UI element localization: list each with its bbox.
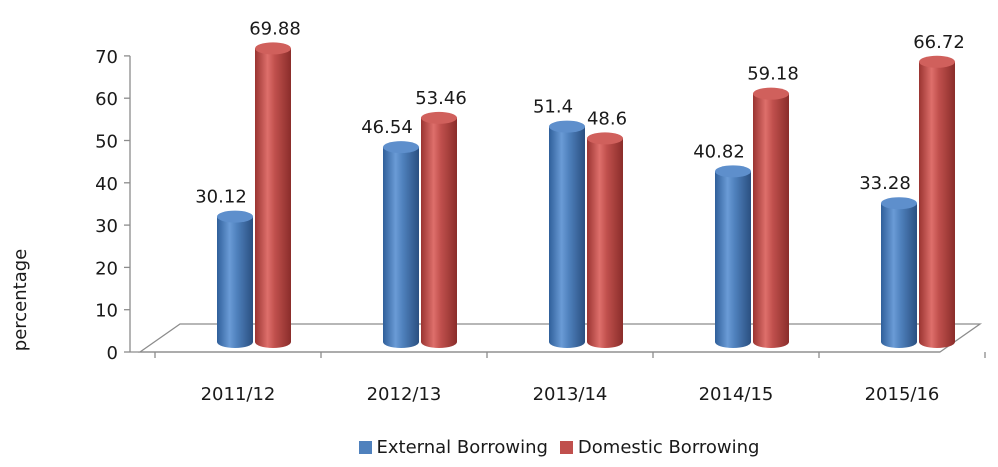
bar-top [383, 141, 419, 154]
legend-swatch-external [358, 441, 372, 454]
bar-external [549, 120, 585, 348]
bar-external [217, 210, 253, 348]
data-label: 40.82 [693, 141, 745, 162]
data-label: 51.4 [533, 97, 573, 118]
data-label: 66.72 [913, 32, 965, 53]
y-axis: 0 10 20 30 40 50 60 70 [95, 47, 131, 364]
bar-external [383, 141, 419, 348]
x-tick-label: 2012/13 [367, 384, 442, 405]
y-tick-label: 0 [107, 343, 118, 364]
bar-top [881, 197, 917, 210]
bar-body [715, 171, 751, 348]
legend-swatch-domestic [559, 441, 573, 454]
bar-top [549, 120, 585, 133]
bar-body [881, 203, 917, 348]
bar-body [255, 48, 291, 348]
data-label: 33.28 [859, 173, 911, 194]
legend-label-external: External Borrowing [376, 437, 548, 458]
bar-body [383, 147, 419, 348]
bar-external [715, 165, 751, 348]
bar-top [421, 111, 457, 124]
bar-body [549, 126, 585, 348]
y-tick-label: 10 [95, 301, 118, 322]
data-label: 48.6 [587, 108, 627, 129]
bar-top [255, 42, 291, 55]
bar-body [421, 117, 457, 348]
legend-label-domestic: Domestic Borrowing [577, 437, 760, 458]
x-tick-label: 2015/16 [865, 384, 940, 405]
bar-domestic [421, 111, 457, 348]
y-tick-label: 50 [95, 132, 118, 153]
bar-domestic [255, 42, 291, 348]
y-axis-title: percentage [10, 249, 31, 351]
y-tick-label: 60 [95, 89, 118, 110]
bar-domestic [587, 132, 623, 348]
bar-domestic [753, 87, 789, 348]
bar-top [919, 55, 955, 68]
legend-item-external: External Borrowing [358, 437, 548, 458]
bar-domestic [919, 55, 955, 348]
x-axis: 2011/12 2012/13 2013/14 2014/15 2015/16 [130, 351, 986, 405]
data-label: 69.88 [249, 18, 301, 39]
bar-external [881, 197, 917, 348]
data-label: 46.54 [361, 117, 413, 138]
bar-body [919, 61, 955, 348]
legend: External Borrowing Domestic Borrowing [0, 437, 998, 458]
data-label: 53.46 [415, 88, 467, 109]
data-label: 30.12 [195, 187, 247, 208]
x-tick-label: 2014/15 [699, 384, 774, 405]
y-tick-label: 20 [95, 258, 118, 279]
x-tick-label: 2013/14 [533, 384, 608, 405]
y-tick-label: 40 [95, 174, 118, 195]
bar-body [217, 216, 253, 348]
x-tick-label: 2011/12 [201, 384, 276, 405]
bar-body [753, 93, 789, 348]
bar-body [587, 138, 623, 348]
bar-top [217, 210, 253, 223]
legend-item-domestic: Domestic Borrowing [559, 437, 760, 458]
y-tick-label: 70 [95, 47, 118, 68]
bar-top [715, 165, 751, 178]
y-tick-label: 30 [95, 216, 118, 237]
data-label: 59.18 [747, 64, 799, 85]
bar-top [753, 87, 789, 100]
bar-top [587, 132, 623, 145]
